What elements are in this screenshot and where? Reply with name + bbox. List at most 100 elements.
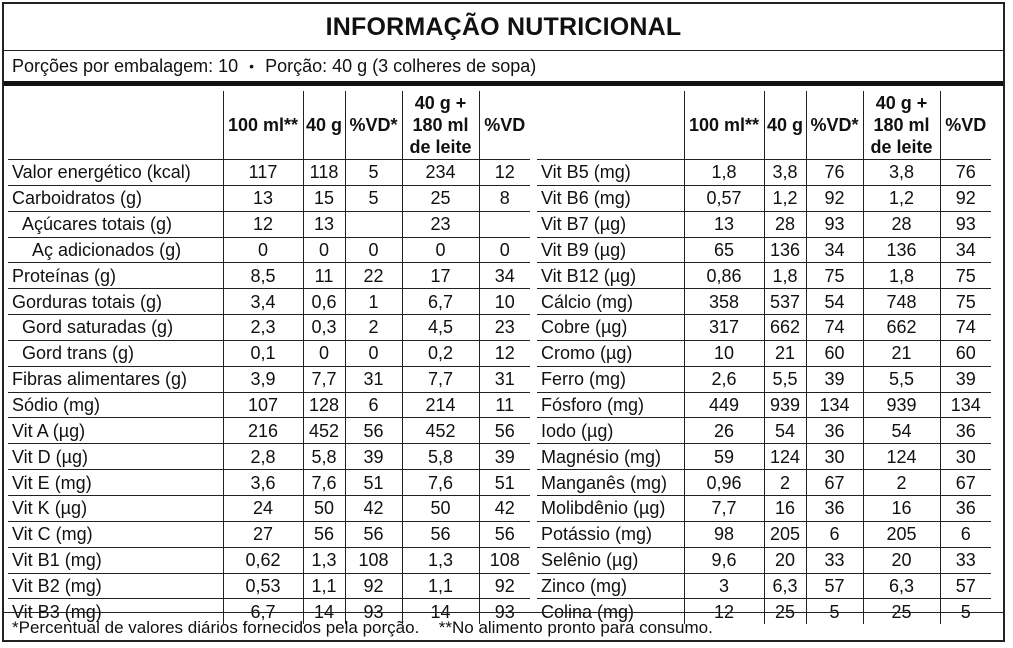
value-40g: 5,8 xyxy=(302,443,345,471)
value-100ml: 317 xyxy=(683,314,764,341)
value-100ml: 0,1 xyxy=(222,340,303,367)
value-vd: 42 xyxy=(344,495,402,522)
value-100ml: 59 xyxy=(683,443,764,471)
table-row: Cobre (µg) 317 662 74 662 74 xyxy=(537,314,991,341)
value-40g: 5,5 xyxy=(763,366,806,393)
nutrient-name: Cobre (µg) xyxy=(537,314,684,341)
value-100ml: 65 xyxy=(683,237,764,264)
value-vd-milk: 74 xyxy=(939,314,991,341)
value-vd-milk: 6 xyxy=(939,521,991,548)
value-vd-milk: 51 xyxy=(478,469,530,496)
value-100ml: 27 xyxy=(222,521,303,548)
nutrient-name: Gord saturadas (g) xyxy=(8,314,223,341)
value-100ml: 6,7 xyxy=(222,598,303,625)
value-vd: 108 xyxy=(344,547,402,574)
value-40g-milk: 3,8 xyxy=(862,159,940,186)
value-40g-milk: 25 xyxy=(862,598,940,625)
value-100ml: 13 xyxy=(222,185,303,212)
header-100ml: 100 ml** xyxy=(222,91,303,160)
value-40g-milk: 124 xyxy=(862,443,940,471)
value-vd: 51 xyxy=(344,469,402,496)
value-40g: 1,3 xyxy=(302,547,345,574)
footnote-ready: **No alimento pronto para consumo. xyxy=(438,618,713,637)
value-vd: 30 xyxy=(805,443,863,471)
value-100ml: 358 xyxy=(683,288,764,316)
value-vd: 1 xyxy=(344,288,402,316)
value-40g: 118 xyxy=(302,159,345,186)
value-vd: 75 xyxy=(805,262,863,290)
value-vd: 76 xyxy=(805,159,863,186)
header-40g-milk-line3: de leite xyxy=(409,137,472,157)
value-40g-milk: 6,7 xyxy=(401,288,479,316)
value-40g-milk: 5,5 xyxy=(862,366,940,393)
value-40g-milk: 748 xyxy=(862,288,940,316)
value-40g-milk: 939 xyxy=(862,392,940,419)
value-vd: 6 xyxy=(344,392,402,419)
value-vd: 34 xyxy=(805,237,863,264)
value-vd: 0 xyxy=(344,237,402,264)
value-40g: 0,6 xyxy=(302,288,345,316)
value-vd-milk: 5 xyxy=(939,598,991,625)
value-40g-milk: 7,7 xyxy=(401,366,479,393)
nutrient-name: Manganês (mg) xyxy=(537,469,684,496)
value-40g: 21 xyxy=(763,340,806,367)
value-100ml: 0,62 xyxy=(222,547,303,574)
value-40g: 0,3 xyxy=(302,314,345,341)
value-vd-milk: 92 xyxy=(939,185,991,212)
value-vd-milk: 134 xyxy=(939,392,991,419)
table-row: Manganês (mg) 0,96 2 67 2 67 xyxy=(537,469,991,496)
panel-title: INFORMAÇÃO NUTRICIONAL xyxy=(325,13,682,41)
value-vd: 0 xyxy=(344,340,402,367)
table-row: Carboidratos (g) 13 15 5 25 8 xyxy=(8,185,530,212)
footnote-vd: *Percentual de valores diários fornecido… xyxy=(12,618,420,637)
table-row: Proteínas (g) 8,5 11 22 17 34 xyxy=(8,262,530,290)
nutrient-name: Gorduras totais (g) xyxy=(8,288,223,316)
nutrient-name: Vit B12 (µg) xyxy=(537,262,684,290)
value-vd-milk: 39 xyxy=(478,443,530,471)
portion-size: Porção: 40 g (3 colheres de sopa) xyxy=(265,56,537,76)
nutrient-name: Sódio (mg) xyxy=(8,392,223,419)
table-row: Vit B2 (mg) 0,53 1,1 92 1,1 92 xyxy=(8,573,530,600)
value-40g-milk: 0 xyxy=(401,237,479,264)
value-vd: 39 xyxy=(805,366,863,393)
table-row: Vit B7 (µg) 13 28 93 28 93 xyxy=(537,211,991,238)
value-40g-milk: 452 xyxy=(401,417,479,445)
table-row: Vit C (mg) 27 56 56 56 56 xyxy=(8,521,530,548)
value-vd: 22 xyxy=(344,262,402,290)
table-row: Vit E (mg) 3,6 7,6 51 7,6 51 xyxy=(8,469,530,496)
header-40g: 40 g xyxy=(763,91,806,160)
value-40g-milk: 7,6 xyxy=(401,469,479,496)
value-100ml: 1,8 xyxy=(683,159,764,186)
value-vd: 36 xyxy=(805,495,863,522)
servings-per-package: Porções por embalagem: 10 xyxy=(12,56,239,76)
table-row: Sódio (mg) 107 128 6 214 11 xyxy=(8,392,530,419)
value-40g: 0 xyxy=(302,340,345,367)
nutrient-name: Fósforo (mg) xyxy=(537,392,684,419)
value-vd-milk: 56 xyxy=(478,417,530,445)
value-40g: 128 xyxy=(302,392,345,419)
value-40g: 662 xyxy=(763,314,806,341)
servings-line: Porções por embalagem: 10 • Porção: 40 g… xyxy=(12,52,536,80)
value-40g: 124 xyxy=(763,443,806,471)
value-vd-milk: 75 xyxy=(939,288,991,316)
value-vd: 31 xyxy=(344,366,402,393)
header-40g-milk-line3: de leite xyxy=(870,137,933,157)
value-vd-milk: 30 xyxy=(939,443,991,471)
value-vd-milk: 0 xyxy=(478,237,530,264)
nutrient-name: Vit B7 (µg) xyxy=(537,211,684,238)
header-vd: %VD* xyxy=(805,91,863,160)
nutrient-name: Gord trans (g) xyxy=(8,340,223,367)
value-40g-milk: 0,2 xyxy=(401,340,479,367)
value-vd-milk: 92 xyxy=(478,573,530,600)
value-40g: 20 xyxy=(763,547,806,574)
value-40g-milk: 136 xyxy=(862,237,940,264)
servings-divider xyxy=(4,81,1003,86)
value-vd-milk: 12 xyxy=(478,340,530,367)
nutrient-name: Vit B6 (mg) xyxy=(537,185,684,212)
nutrient-name: Vit B5 (mg) xyxy=(537,159,684,186)
value-100ml: 10 xyxy=(683,340,764,367)
value-vd-milk: 33 xyxy=(939,547,991,574)
value-vd-milk: 76 xyxy=(939,159,991,186)
value-vd-milk: 39 xyxy=(939,366,991,393)
header-40g-milk-line2: 180 ml xyxy=(412,115,469,135)
